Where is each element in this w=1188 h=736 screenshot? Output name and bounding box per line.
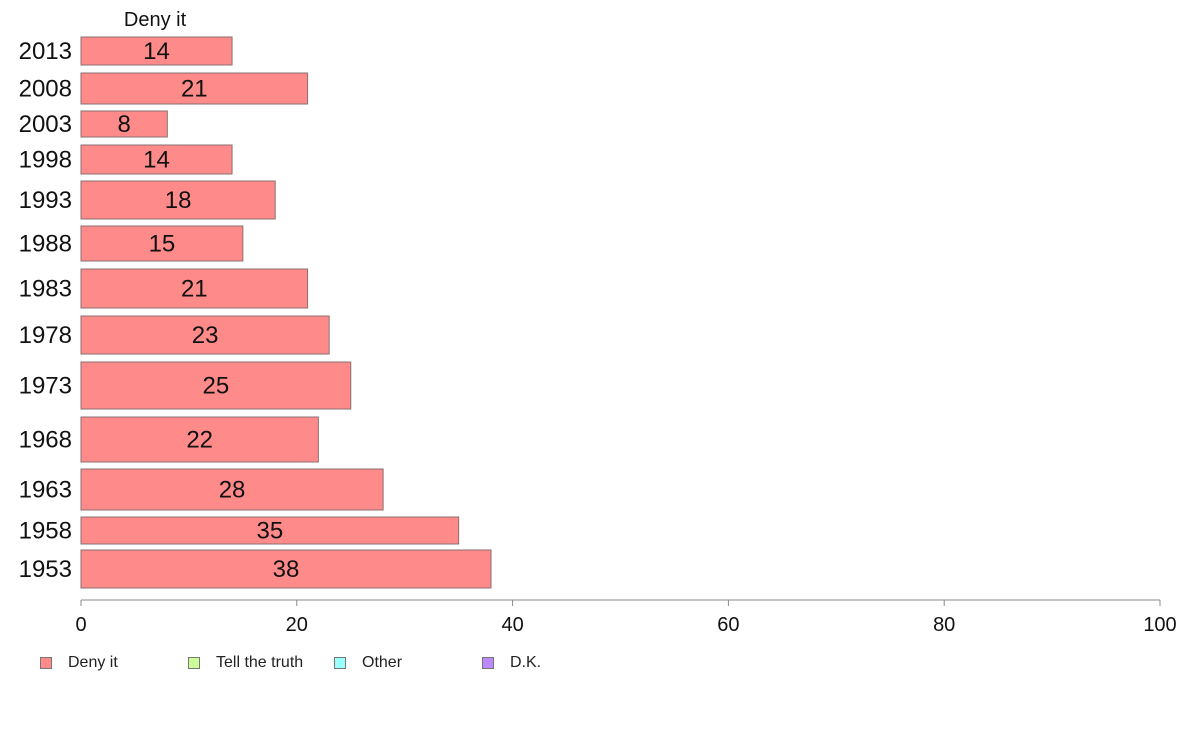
bars-group: 14 2013 21 2008 8 2003 14 1998 18 1993 15 1988 21 198… bbox=[19, 36, 492, 589]
bar-1993 bbox=[80, 180, 276, 220]
x-axis: 0 20 40 60 80 100 bbox=[75, 599, 1177, 636]
category-label-1953: 1953 bbox=[19, 556, 72, 583]
category-label-1983: 1983 bbox=[19, 276, 72, 303]
legend-item-tell-the-truth: Tell the truth bbox=[188, 654, 304, 671]
bar-value-label-1953: 38 bbox=[273, 556, 300, 583]
column-header-label: Deny it bbox=[124, 9, 187, 31]
legend-item-d-k: D.K. bbox=[482, 654, 542, 671]
bar-value-label-2008: 21 bbox=[181, 76, 208, 103]
bar-value-label-2013: 14 bbox=[143, 38, 170, 65]
bar-value-label-1973: 25 bbox=[203, 373, 230, 400]
bar-2008 bbox=[80, 72, 309, 105]
category-label-1963: 1963 bbox=[19, 477, 72, 504]
bar-1963 bbox=[80, 468, 384, 511]
x-tick-label-0: 0 bbox=[75, 614, 86, 636]
bar-value-label-1988: 15 bbox=[149, 231, 176, 258]
category-label-1993: 1993 bbox=[19, 187, 72, 214]
bar-value-label-1978: 23 bbox=[192, 322, 219, 349]
x-tick-label-80: 80 bbox=[933, 614, 955, 636]
category-label-1988: 1988 bbox=[19, 231, 72, 258]
bar-value-label-1993: 18 bbox=[165, 187, 192, 214]
x-tick-label-100: 100 bbox=[1143, 614, 1176, 636]
legend-label: D.K. bbox=[510, 654, 542, 671]
category-label-2003: 2003 bbox=[19, 111, 72, 138]
bar-1953 bbox=[80, 549, 492, 589]
legend-item-deny-it: Deny it bbox=[40, 654, 118, 671]
legend-item-other: Other bbox=[334, 654, 403, 671]
bar-value-label-1968: 22 bbox=[186, 427, 213, 454]
legend-swatch bbox=[40, 657, 52, 669]
x-tick-label-40: 40 bbox=[501, 614, 523, 636]
bar-1988 bbox=[80, 225, 244, 262]
bar-value-label-1958: 35 bbox=[256, 518, 283, 545]
bar-1978 bbox=[80, 315, 330, 355]
bar-1998 bbox=[80, 144, 233, 175]
category-label-1998: 1998 bbox=[19, 147, 72, 174]
category-label-1978: 1978 bbox=[19, 322, 72, 349]
category-label-1968: 1968 bbox=[19, 427, 72, 454]
legend-swatch bbox=[482, 657, 494, 669]
category-label-2013: 2013 bbox=[19, 38, 72, 65]
category-label-1973: 1973 bbox=[19, 373, 72, 400]
bar-value-label-1998: 14 bbox=[143, 147, 170, 174]
bar-1958 bbox=[80, 516, 460, 545]
bar-1983 bbox=[80, 268, 309, 309]
legend-label: Tell the truth bbox=[216, 654, 304, 671]
legend-swatch bbox=[188, 657, 200, 669]
bar-value-label-2003: 8 bbox=[117, 111, 130, 138]
x-tick-label-20: 20 bbox=[286, 614, 308, 636]
legend-swatch bbox=[334, 657, 346, 669]
bar-2003 bbox=[80, 110, 168, 138]
category-label-2008: 2008 bbox=[19, 76, 72, 103]
x-tick-label-60: 60 bbox=[717, 614, 739, 636]
bar-1968 bbox=[80, 416, 319, 463]
bar-2013 bbox=[80, 36, 233, 66]
category-label-1958: 1958 bbox=[19, 518, 72, 545]
legend-label: Other bbox=[362, 654, 403, 671]
bar-value-label-1983: 21 bbox=[181, 276, 208, 303]
legend-label: Deny it bbox=[68, 654, 118, 671]
bar-value-label-1963: 28 bbox=[219, 477, 246, 504]
bar-1973 bbox=[80, 361, 352, 410]
